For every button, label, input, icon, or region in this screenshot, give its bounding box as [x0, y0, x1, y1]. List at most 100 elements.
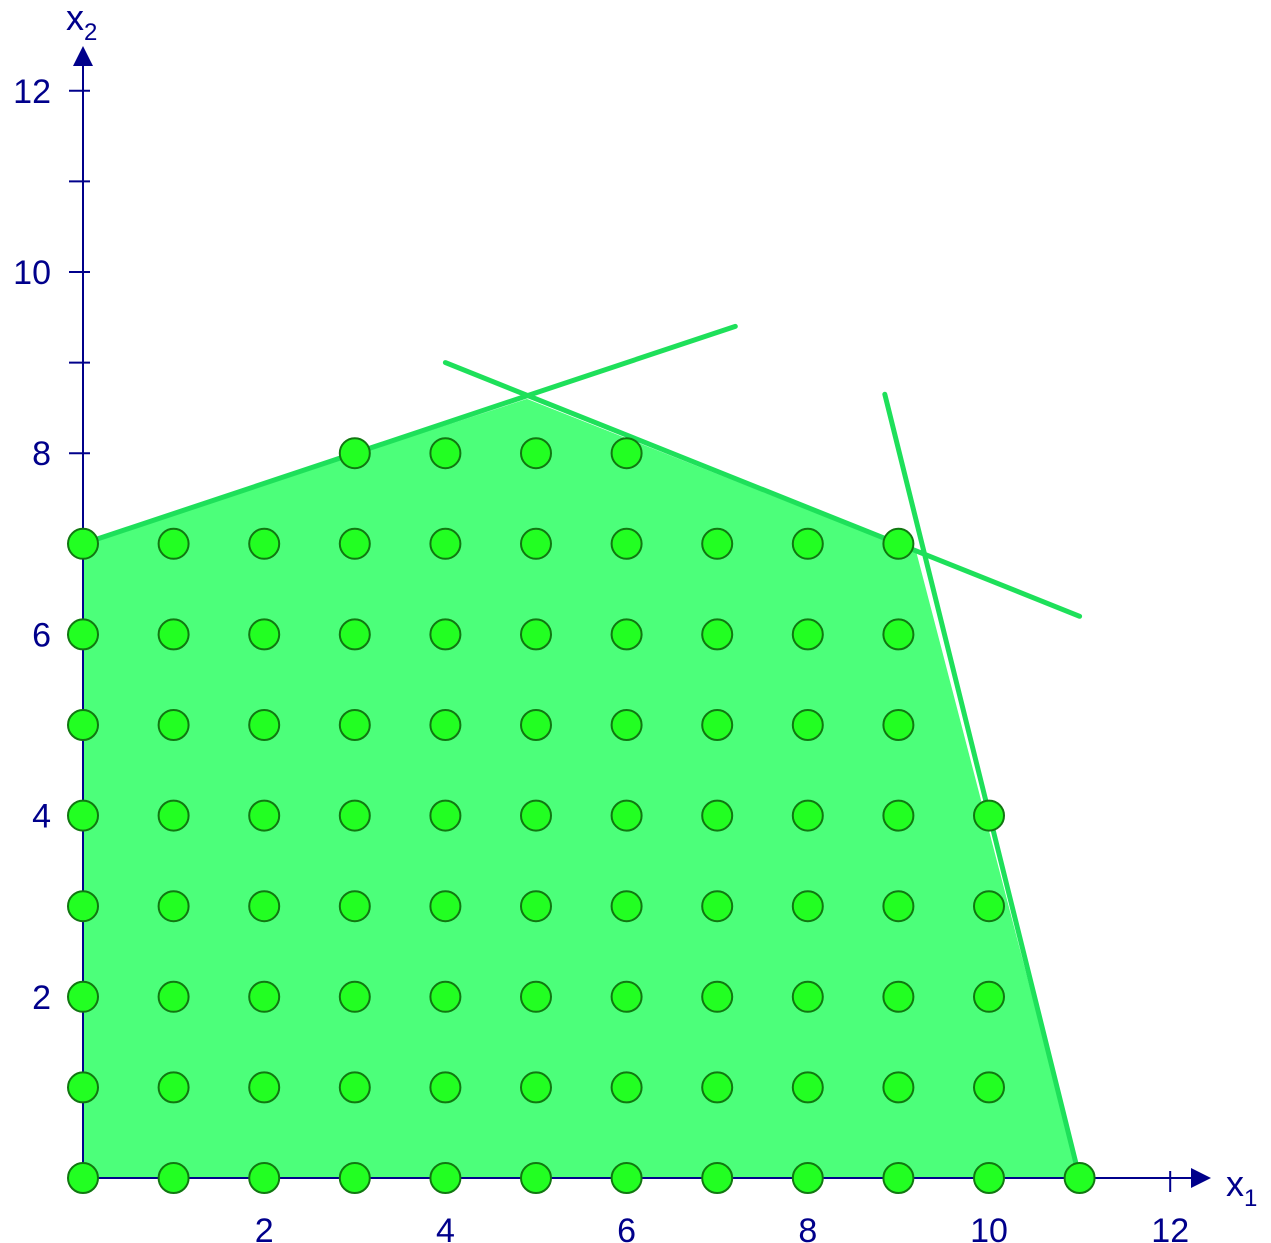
integer-point-0-5: [67, 709, 99, 741]
x-tick-label-2: 2: [255, 1212, 274, 1243]
x-axis-label-subscript: 1: [1244, 1185, 1257, 1212]
x-tick-label-12: 12: [1151, 1212, 1189, 1243]
integer-point-5-1: [520, 1071, 552, 1104]
integer-point-5-5: [520, 709, 552, 741]
integer-point-9-7: [882, 527, 915, 560]
constraint-line-2: [442, 360, 1083, 619]
y-axis-label-subscript: 2: [84, 19, 97, 46]
integer-point-7-0: [701, 1162, 734, 1194]
integer-point-9-2: [882, 980, 915, 1013]
integer-point-9-0: [882, 1162, 915, 1194]
integer-point-9-4: [882, 799, 915, 832]
x-axis-arrow-icon: [1191, 1168, 1211, 1188]
y-tick-label-12: 12: [13, 73, 51, 111]
integer-point-3-8: [338, 437, 371, 470]
integer-point-4-2: [429, 980, 462, 1013]
integer-point-6-8: [610, 437, 643, 470]
integer-point-6-1: [610, 1071, 643, 1104]
integer-points: [67, 437, 1096, 1194]
integer-point-8-6: [791, 618, 824, 651]
x-tick-label-4: 4: [436, 1212, 455, 1243]
integer-point-0-0: [67, 1162, 99, 1194]
integer-point-5-2: [520, 980, 552, 1013]
constraint-lines: [80, 323, 1083, 1181]
integer-point-3-2: [338, 980, 371, 1013]
integer-point-4-4: [429, 799, 462, 832]
integer-point-10-4: [973, 799, 1005, 832]
integer-point-3-6: [338, 618, 371, 651]
integer-point-2-4: [248, 799, 281, 832]
integer-point-1-3: [157, 890, 190, 923]
integer-point-0-2: [67, 980, 99, 1013]
integer-point-6-6: [610, 618, 643, 651]
integer-point-2-3: [248, 890, 281, 923]
integer-point-4-1: [429, 1071, 462, 1104]
integer-point-9-5: [882, 709, 915, 741]
integer-point-8-4: [791, 799, 824, 832]
y-axis-label: x2: [66, 0, 97, 46]
constraint-line-1: [80, 323, 738, 547]
integer-point-0-6: [67, 618, 99, 651]
constraint-line-3: [882, 391, 1083, 1181]
integer-point-3-4: [338, 799, 371, 832]
integer-point-8-5: [791, 709, 824, 741]
integer-point-1-5: [157, 709, 190, 741]
y-tick-label-10: 10: [13, 254, 51, 292]
y-tick-label-4: 4: [32, 798, 51, 836]
integer-point-2-0: [248, 1162, 281, 1194]
x-tick-label-10: 10: [970, 1212, 1008, 1243]
integer-point-7-1: [701, 1071, 734, 1104]
integer-point-2-2: [248, 980, 281, 1013]
integer-point-4-6: [429, 618, 462, 651]
integer-point-0-7: [67, 527, 99, 560]
integer-point-1-0: [157, 1162, 190, 1194]
x-axis-tick-labels: 2 4 6 8 10 12: [255, 1212, 1189, 1243]
integer-point-5-6: [520, 618, 552, 651]
integer-point-6-5: [610, 709, 643, 741]
integer-point-2-6: [248, 618, 281, 651]
integer-point-0-1: [67, 1071, 99, 1104]
integer-point-8-0: [791, 1162, 824, 1194]
integer-point-8-2: [791, 980, 824, 1013]
feasible-region: [83, 398, 1080, 1179]
integer-point-9-6: [882, 618, 915, 651]
integer-point-8-1: [791, 1071, 824, 1104]
integer-point-3-1: [338, 1071, 371, 1104]
integer-point-2-7: [248, 527, 281, 560]
x-axis-label-main: x: [1226, 1163, 1244, 1204]
integer-point-6-4: [610, 799, 643, 832]
integer-point-2-1: [248, 1071, 281, 1104]
integer-point-10-0: [973, 1162, 1005, 1194]
integer-point-11-0: [1063, 1162, 1096, 1194]
integer-point-9-3: [882, 890, 915, 923]
integer-point-5-3: [520, 890, 552, 923]
integer-point-1-1: [157, 1071, 190, 1104]
integer-point-5-4: [520, 799, 552, 832]
integer-point-3-5: [338, 709, 371, 741]
integer-point-4-8: [429, 437, 462, 470]
integer-point-1-2: [157, 980, 190, 1013]
integer-point-4-3: [429, 890, 462, 923]
y-tick-label-2: 2: [32, 979, 51, 1017]
integer-point-3-0: [338, 1162, 371, 1194]
integer-point-6-3: [610, 890, 643, 923]
x-axis-label: x1: [1226, 1163, 1257, 1212]
y-axis-label-main: x: [66, 0, 84, 38]
y-tick-label-8: 8: [32, 435, 51, 473]
integer-point-0-3: [67, 890, 99, 923]
integer-point-4-5: [429, 709, 462, 741]
y-axis-arrow-icon: [73, 46, 93, 66]
integer-point-5-7: [520, 527, 552, 560]
integer-point-7-6: [701, 618, 734, 651]
integer-point-10-3: [973, 890, 1005, 923]
integer-point-0-4: [67, 799, 99, 832]
integer-point-9-1: [882, 1071, 915, 1104]
integer-point-5-0: [520, 1162, 552, 1194]
integer-point-4-7: [429, 527, 462, 560]
integer-point-3-3: [338, 890, 371, 923]
integer-point-6-2: [610, 980, 643, 1013]
integer-point-10-2: [973, 980, 1005, 1013]
x-tick-label-6: 6: [617, 1212, 636, 1243]
integer-point-7-2: [701, 980, 734, 1013]
